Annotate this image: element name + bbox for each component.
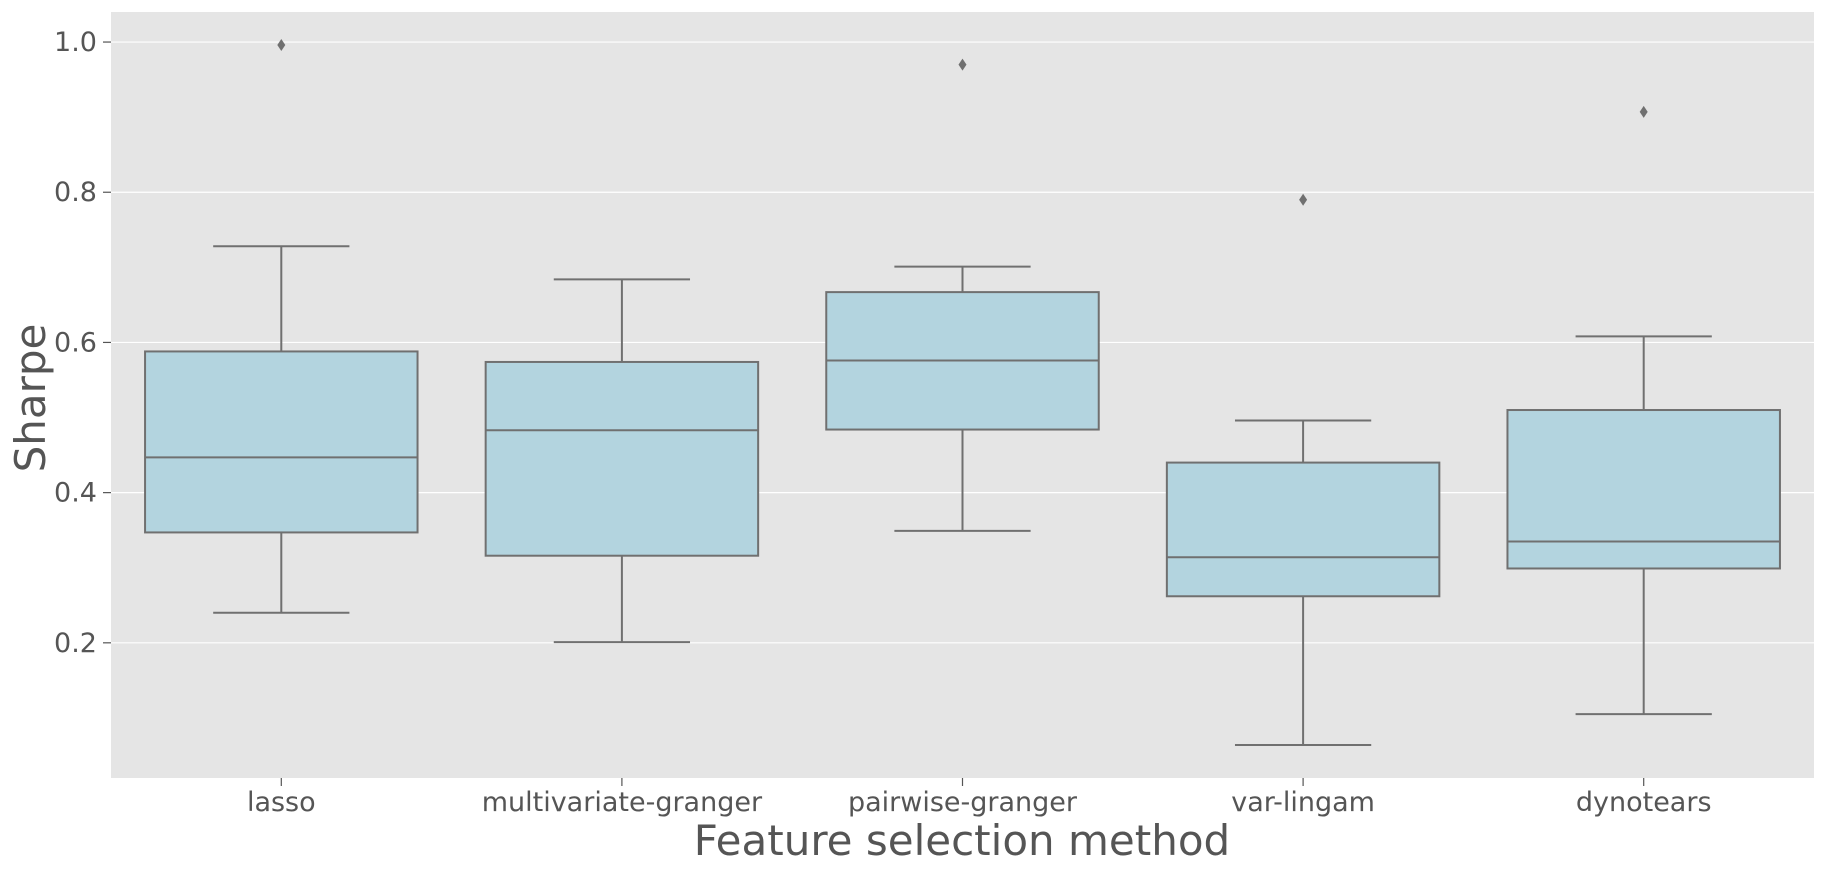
y-axis-ticks: 0.2 0.4 0.6 0.8 1.0: [54, 27, 111, 659]
iqr-box: [484, 360, 760, 557]
y-tick-label: 0.6: [54, 327, 97, 358]
y-tick-label: 0.4: [54, 478, 97, 509]
y-axis-title: Sharpe: [6, 324, 55, 473]
box-dynotears: [1506, 105, 1781, 716]
x-tick-label: lasso: [247, 787, 316, 818]
y-tick-label: 1.0: [54, 27, 97, 58]
outlier-point: [1639, 105, 1648, 118]
x-axis-title: Feature selection method: [694, 816, 1230, 865]
outlier-point: [958, 58, 967, 71]
y-tick-label: 0.8: [54, 177, 97, 208]
box-multivariate-granger: [484, 278, 760, 644]
x-tick-label: multivariate-granger: [482, 787, 763, 818]
box-series: [144, 39, 1781, 746]
box-var-lingam: [1165, 193, 1441, 746]
iqr-box: [1506, 409, 1781, 570]
outlier-point: [277, 39, 286, 52]
iqr-box: [1165, 461, 1441, 598]
y-tick-label: 0.2: [54, 628, 97, 659]
x-tick-label: var-lingam: [1231, 787, 1375, 818]
outlier-point: [1299, 193, 1308, 206]
x-tick-label: pairwise-granger: [848, 787, 1078, 818]
x-tick-label: dynotears: [1576, 787, 1712, 818]
box-lasso: [144, 39, 419, 614]
x-axis-ticks: lasso multivariate-granger pairwise-grange…: [247, 778, 1712, 818]
box-pairwise-granger: [825, 58, 1100, 532]
iqr-box: [144, 350, 419, 534]
